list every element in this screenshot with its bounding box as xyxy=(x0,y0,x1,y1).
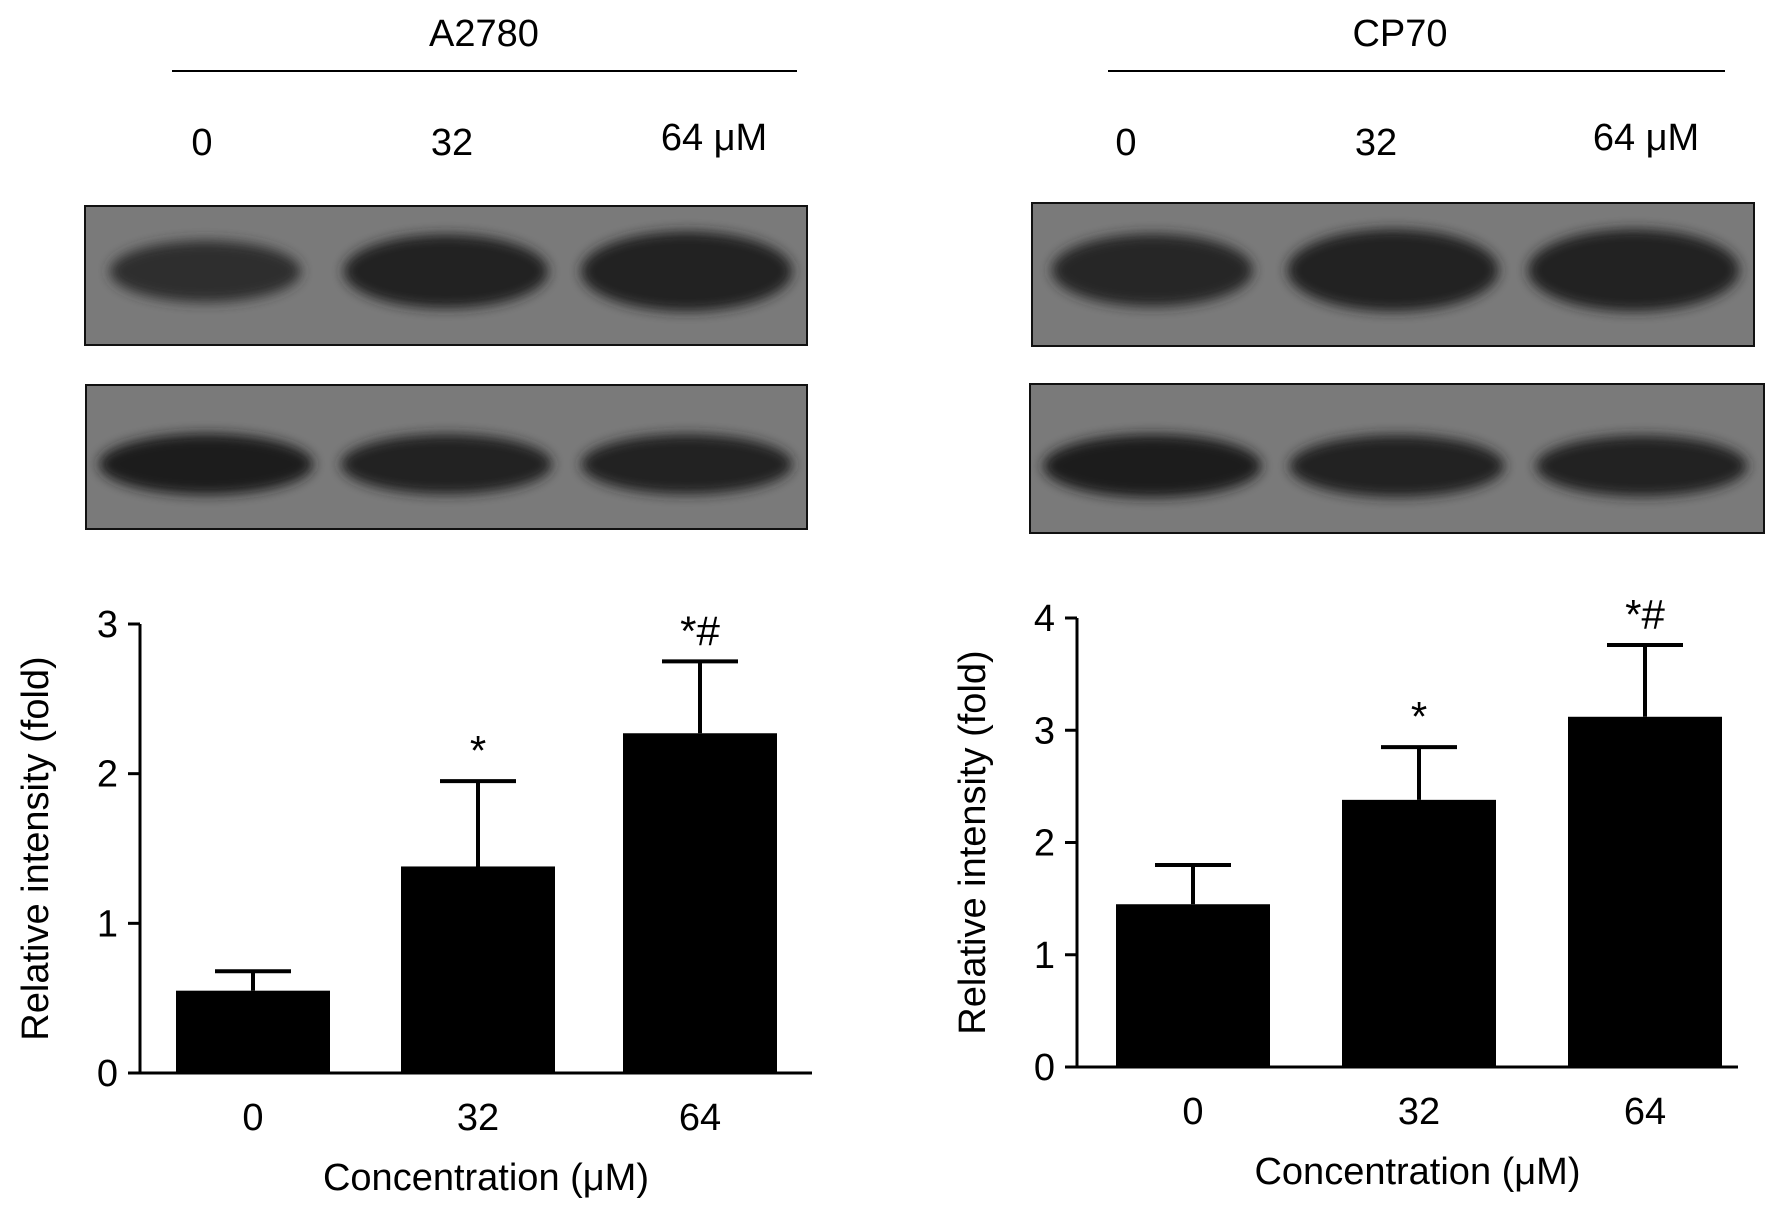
panel-cp70-header: CP70 0 32 64 μM xyxy=(1108,13,1725,164)
bar xyxy=(1568,716,1722,1067)
x-axis-title: Concentration (μM) xyxy=(1254,1151,1580,1193)
panel-a2780-header: A2780 0 32 64 μM xyxy=(172,13,797,164)
lane-label: 64 μM xyxy=(661,117,767,159)
lane-label: 0 xyxy=(191,122,212,164)
bar xyxy=(1116,904,1270,1067)
blot-band xyxy=(1535,435,1748,497)
blot-band xyxy=(1043,434,1262,498)
x-tick-label: 0 xyxy=(242,1097,263,1139)
lane-label: 32 xyxy=(431,122,473,164)
blot-band xyxy=(1289,434,1505,497)
y-tick-label: 2 xyxy=(1034,823,1055,865)
x-tick-label: 0 xyxy=(1182,1091,1203,1133)
cell-line-title-a2780: A2780 xyxy=(429,13,539,55)
bar xyxy=(176,990,330,1073)
y-tick-label: 3 xyxy=(1034,710,1055,752)
bar-chart-a2780: 0 1 2 3 0 * 32 *# 64 Concentration (μM) Relative i… xyxy=(15,604,812,1199)
blot-band xyxy=(340,434,553,495)
y-tick-label: 1 xyxy=(1034,935,1055,977)
blot-strip xyxy=(84,205,808,346)
significance-marker: *# xyxy=(680,607,720,654)
lane-label: 32 xyxy=(1355,122,1397,164)
significance-marker: * xyxy=(470,727,486,774)
y-tick-label: 0 xyxy=(97,1053,118,1095)
blot-band xyxy=(1528,229,1740,312)
x-axis-title: Concentration (μM) xyxy=(323,1157,649,1199)
y-tick-label: 1 xyxy=(97,903,118,945)
blot-strip xyxy=(1031,202,1755,347)
y-axis-title: Relative intensity (fold) xyxy=(952,650,994,1034)
bar xyxy=(623,733,777,1073)
lane-label: 0 xyxy=(1115,122,1136,164)
x-tick-label: 32 xyxy=(1398,1091,1440,1133)
x-tick-label: 64 xyxy=(1624,1091,1666,1133)
blot-band xyxy=(581,231,793,312)
significance-marker: *# xyxy=(1625,591,1665,638)
blot-strip xyxy=(1029,383,1765,534)
significance-marker: * xyxy=(1411,693,1427,740)
blot-band xyxy=(109,240,301,303)
blot-band xyxy=(581,434,793,495)
blot-strip xyxy=(85,384,808,530)
y-tick-label: 2 xyxy=(97,754,118,796)
blot-band xyxy=(343,234,549,309)
bar xyxy=(401,866,555,1073)
bar-chart-cp70: 0 1 2 3 4 0 * 32 *# 64 Concentration (μM) Relative … xyxy=(952,591,1738,1193)
lane-label: 64 μM xyxy=(1593,117,1699,159)
blot-band xyxy=(1287,229,1499,312)
y-tick-label: 0 xyxy=(1034,1047,1055,1089)
cell-line-title-cp70: CP70 xyxy=(1352,13,1447,55)
y-axis-title: Relative intensity (fold) xyxy=(15,656,57,1040)
x-tick-label: 64 xyxy=(679,1097,721,1139)
y-tick-label: 3 xyxy=(97,604,118,646)
blot-band xyxy=(98,433,314,495)
x-tick-label: 32 xyxy=(457,1097,499,1139)
blot-band xyxy=(1051,233,1253,307)
bar xyxy=(1342,799,1496,1067)
y-tick-label: 4 xyxy=(1034,598,1055,640)
western-blots xyxy=(84,202,1765,534)
